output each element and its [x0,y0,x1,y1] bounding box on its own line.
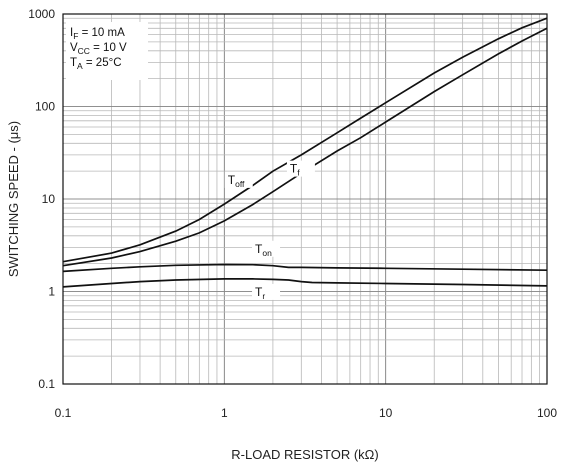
svg-text:Toff: Toff [228,173,245,189]
series-label-tf: Tf [286,160,315,178]
series-line-ton [62,263,548,273]
svg-text:Ton: Ton [255,242,272,258]
y-tick-labels: 0.1 1 10 100 1000 [28,7,55,391]
series-label-toff: Toff [224,171,253,189]
plot-frame [62,13,548,385]
x-tick-label: 100 [537,406,557,420]
svg-text:Tr: Tr [255,285,265,301]
series-labels: Toff Tf Ton Tr [224,160,315,301]
x-tick-label: 1 [221,406,228,420]
y-tick-label: 10 [42,192,56,206]
series-label-ton: Ton [252,240,281,258]
x-axis-title: R-LOAD RESISTOR (kΩ) [231,447,378,462]
condition-vcc: VCC = 10 V [70,42,127,56]
grid-lines [62,13,548,385]
x-tick-label: 10 [379,406,393,420]
condition-if: IF = 10 mA [70,27,125,41]
x-tick-label: 0.1 [55,406,72,420]
y-axis-title: SWITCHING SPEED - (μs) [6,121,21,277]
condition-ta: TA = 25°C [70,57,122,71]
series-line-tr [62,278,548,288]
y-tick-label: 1 [48,285,55,299]
y-tick-label: 1000 [28,7,55,21]
y-tick-label: 0.1 [38,377,55,391]
conditions-box: IF = 10 mA VCC = 10 V TA = 25°C [66,22,148,80]
series-label-tr: Tr [252,283,281,301]
series-line-toff [62,17,548,263]
x-tick-labels: 0.1 1 10 100 [55,406,558,420]
y-tick-label: 100 [35,100,55,114]
svg-text:Tf: Tf [290,162,300,178]
